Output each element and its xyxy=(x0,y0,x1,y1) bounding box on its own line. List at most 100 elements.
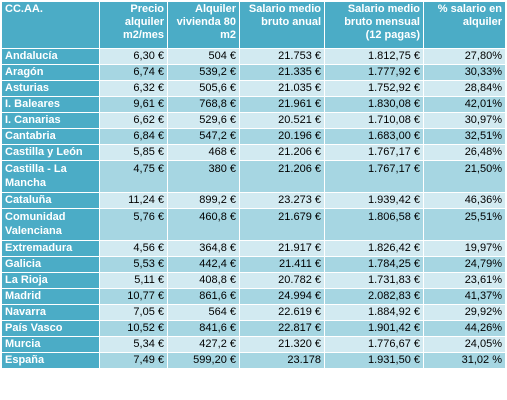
cell-price-m2: 10,52 € xyxy=(99,320,168,337)
cell-pct-rent: 42,01% xyxy=(423,96,506,113)
table-row: Extremadura 4,56 €364,8 €21.917 €1.826,42… xyxy=(1,240,506,257)
cell-region: I. Baleares xyxy=(1,96,100,113)
cell-rent-80m2: 460,8 € xyxy=(167,208,240,241)
table-row: España 7,49 €599,20 €23.178 1.931,50 €31,0… xyxy=(1,352,506,369)
table-row: Castilla - La Mancha 4,75 €380 €21.206 €1… xyxy=(1,160,506,193)
table-header: CC.AA. Precio alquiler m2/mes Alquiler v… xyxy=(1,1,506,49)
cell-price-m2: 7,49 € xyxy=(99,352,168,369)
cell-pct-rent: 21,50% xyxy=(423,160,506,193)
table-row: Murcia 5,34 €427,2 €21.320 €1.776,67 €24,… xyxy=(1,336,506,353)
cell-salary-monthly: 1.731,83 € xyxy=(324,272,424,289)
cell-rent-80m2: 505,6 € xyxy=(167,80,240,97)
cell-pct-rent: 27,80% xyxy=(423,48,506,65)
table-row: Cantabria 6,84 €547,2 €20.196 €1.683,00 €… xyxy=(1,128,506,145)
table-row: Aragón 6,74 €539,2 €21.335 €1.777,92 €30,… xyxy=(1,64,506,81)
cell-rent-80m2: 564 € xyxy=(167,304,240,321)
cell-region: Castilla - La Mancha xyxy=(1,160,100,193)
cell-region: Aragón xyxy=(1,64,100,81)
cell-rent-80m2: 364,8 € xyxy=(167,240,240,257)
cell-salary-annual: 21.753 € xyxy=(239,48,325,65)
cell-salary-annual: 20.521 € xyxy=(239,112,325,129)
cell-pct-rent: 24,79% xyxy=(423,256,506,273)
cell-pct-rent: 41,37% xyxy=(423,288,506,305)
cell-salary-monthly: 1.830,08 € xyxy=(324,96,424,113)
table-row: Andalucía 6,30 €504 €21.753 €1.812,75 €27… xyxy=(1,48,506,65)
cell-rent-80m2: 539,2 € xyxy=(167,64,240,81)
header-price-m2: Precio alquiler m2/mes xyxy=(99,1,168,49)
cell-salary-annual: 22.817 € xyxy=(239,320,325,337)
cell-rent-80m2: 427,2 € xyxy=(167,336,240,353)
cell-salary-annual: 22.619 € xyxy=(239,304,325,321)
cell-salary-monthly: 1.806,58 € xyxy=(324,208,424,241)
table-row: I. Canarias 6,62 €529,6 €20.521 €1.710,08… xyxy=(1,112,506,129)
cell-rent-80m2: 408,8 € xyxy=(167,272,240,289)
cell-price-m2: 6,30 € xyxy=(99,48,168,65)
cell-region: Galicia xyxy=(1,256,100,273)
cell-salary-annual: 21.206 € xyxy=(239,144,325,161)
table-row: I. Baleares 9,61 €768,8 €21.961 €1.830,08… xyxy=(1,96,506,113)
header-pct-rent: % salario en alquiler xyxy=(423,1,506,49)
cell-rent-80m2: 841,6 € xyxy=(167,320,240,337)
cell-salary-monthly: 1.826,42 € xyxy=(324,240,424,257)
cell-region: La Rioja xyxy=(1,272,100,289)
cell-salary-monthly: 1.784,25 € xyxy=(324,256,424,273)
cell-salary-annual: 20.196 € xyxy=(239,128,325,145)
cell-salary-annual: 21.206 € xyxy=(239,160,325,193)
cell-region: Extremadura xyxy=(1,240,100,257)
cell-region: Navarra xyxy=(1,304,100,321)
header-region: CC.AA. xyxy=(1,1,100,49)
cell-rent-80m2: 899,2 € xyxy=(167,192,240,209)
cell-salary-monthly: 1.939,42 € xyxy=(324,192,424,209)
cell-salary-monthly: 1.776,67 € xyxy=(324,336,424,353)
cell-price-m2: 10,77 € xyxy=(99,288,168,305)
cell-rent-80m2: 380 € xyxy=(167,160,240,193)
cell-price-m2: 6,32 € xyxy=(99,80,168,97)
header-rent-80m2: Alquiler vivienda 80 m2 xyxy=(167,1,240,49)
cell-pct-rent: 19,97% xyxy=(423,240,506,257)
cell-region: Madrid xyxy=(1,288,100,305)
cell-salary-monthly: 1.767,17 € xyxy=(324,144,424,161)
cell-price-m2: 4,56 € xyxy=(99,240,168,257)
cell-salary-monthly: 2.082,83 € xyxy=(324,288,424,305)
cell-rent-80m2: 547,2 € xyxy=(167,128,240,145)
cell-salary-monthly: 1.710,08 € xyxy=(324,112,424,129)
cell-region: Asturias xyxy=(1,80,100,97)
cell-salary-annual: 21.320 € xyxy=(239,336,325,353)
cell-rent-80m2: 468 € xyxy=(167,144,240,161)
cell-price-m2: 9,61 € xyxy=(99,96,168,113)
table-row: Cataluña 11,24 €899,2 €23.273 €1.939,42 €… xyxy=(1,192,506,209)
cell-salary-annual: 21.035 € xyxy=(239,80,325,97)
cell-region: España xyxy=(1,352,100,369)
cell-pct-rent: 25,51% xyxy=(423,208,506,241)
cell-salary-annual: 24.994 € xyxy=(239,288,325,305)
table-row: Castilla y León 5,85 €468 €21.206 €1.767,… xyxy=(1,144,506,161)
cell-salary-monthly: 1.752,92 € xyxy=(324,80,424,97)
table-body: Andalucía 6,30 €504 €21.753 €1.812,75 €27… xyxy=(1,48,506,369)
cell-price-m2: 6,84 € xyxy=(99,128,168,145)
rent-salary-table: CC.AA. Precio alquiler m2/mes Alquiler v… xyxy=(1,1,506,369)
cell-salary-annual: 21.961 € xyxy=(239,96,325,113)
cell-salary-monthly: 1.812,75 € xyxy=(324,48,424,65)
cell-rent-80m2: 442,4 € xyxy=(167,256,240,273)
cell-salary-annual: 21.335 € xyxy=(239,64,325,81)
table-row: Madrid 10,77 €861,6 €24.994 €2.082,83 €41… xyxy=(1,288,506,305)
table-row: Comunidad Valenciana 5,76 €460,8 €21.679 … xyxy=(1,208,506,241)
cell-salary-annual: 23.178 xyxy=(239,352,325,369)
header-row: CC.AA. Precio alquiler m2/mes Alquiler v… xyxy=(1,1,506,49)
table-row: La Rioja 5,11 €408,8 €20.782 €1.731,83 €2… xyxy=(1,272,506,289)
cell-rent-80m2: 861,6 € xyxy=(167,288,240,305)
cell-salary-annual: 21.411 € xyxy=(239,256,325,273)
header-salary-monthly: Salario medio bruto mensual (12 pagas) xyxy=(324,1,424,49)
cell-price-m2: 11,24 € xyxy=(99,192,168,209)
cell-pct-rent: 46,36% xyxy=(423,192,506,209)
cell-salary-monthly: 1.683,00 € xyxy=(324,128,424,145)
cell-region: Andalucía xyxy=(1,48,100,65)
cell-price-m2: 5,85 € xyxy=(99,144,168,161)
cell-salary-annual: 23.273 € xyxy=(239,192,325,209)
cell-region: Cantabria xyxy=(1,128,100,145)
cell-rent-80m2: 768,8 € xyxy=(167,96,240,113)
cell-salary-annual: 20.782 € xyxy=(239,272,325,289)
cell-pct-rent: 29,92% xyxy=(423,304,506,321)
cell-region: Comunidad Valenciana xyxy=(1,208,100,241)
